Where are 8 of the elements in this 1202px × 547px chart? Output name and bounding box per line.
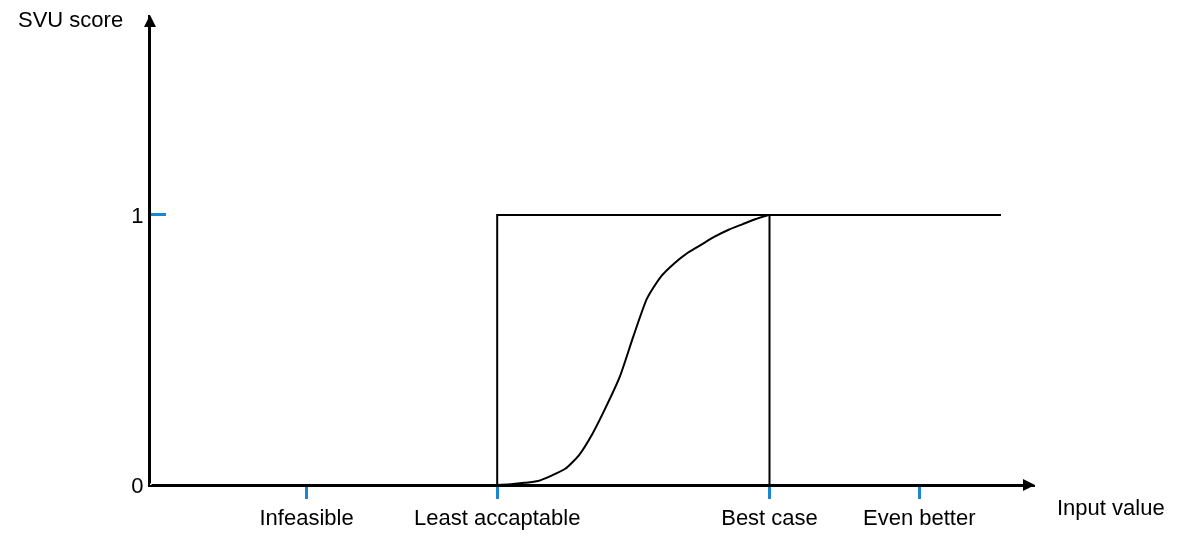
x-axis-title: Input value [1057, 495, 1165, 520]
y-tick-label: 1 [131, 202, 144, 228]
x-tick-label: Infeasible [259, 505, 354, 531]
x-tick-label: Best case [721, 505, 818, 531]
x-tick-label: Least accaptable [414, 505, 581, 531]
y-axis-title: SVU score [18, 7, 124, 32]
y-tick-label: 0 [131, 472, 144, 498]
x-tick-label: Even better [863, 505, 976, 531]
